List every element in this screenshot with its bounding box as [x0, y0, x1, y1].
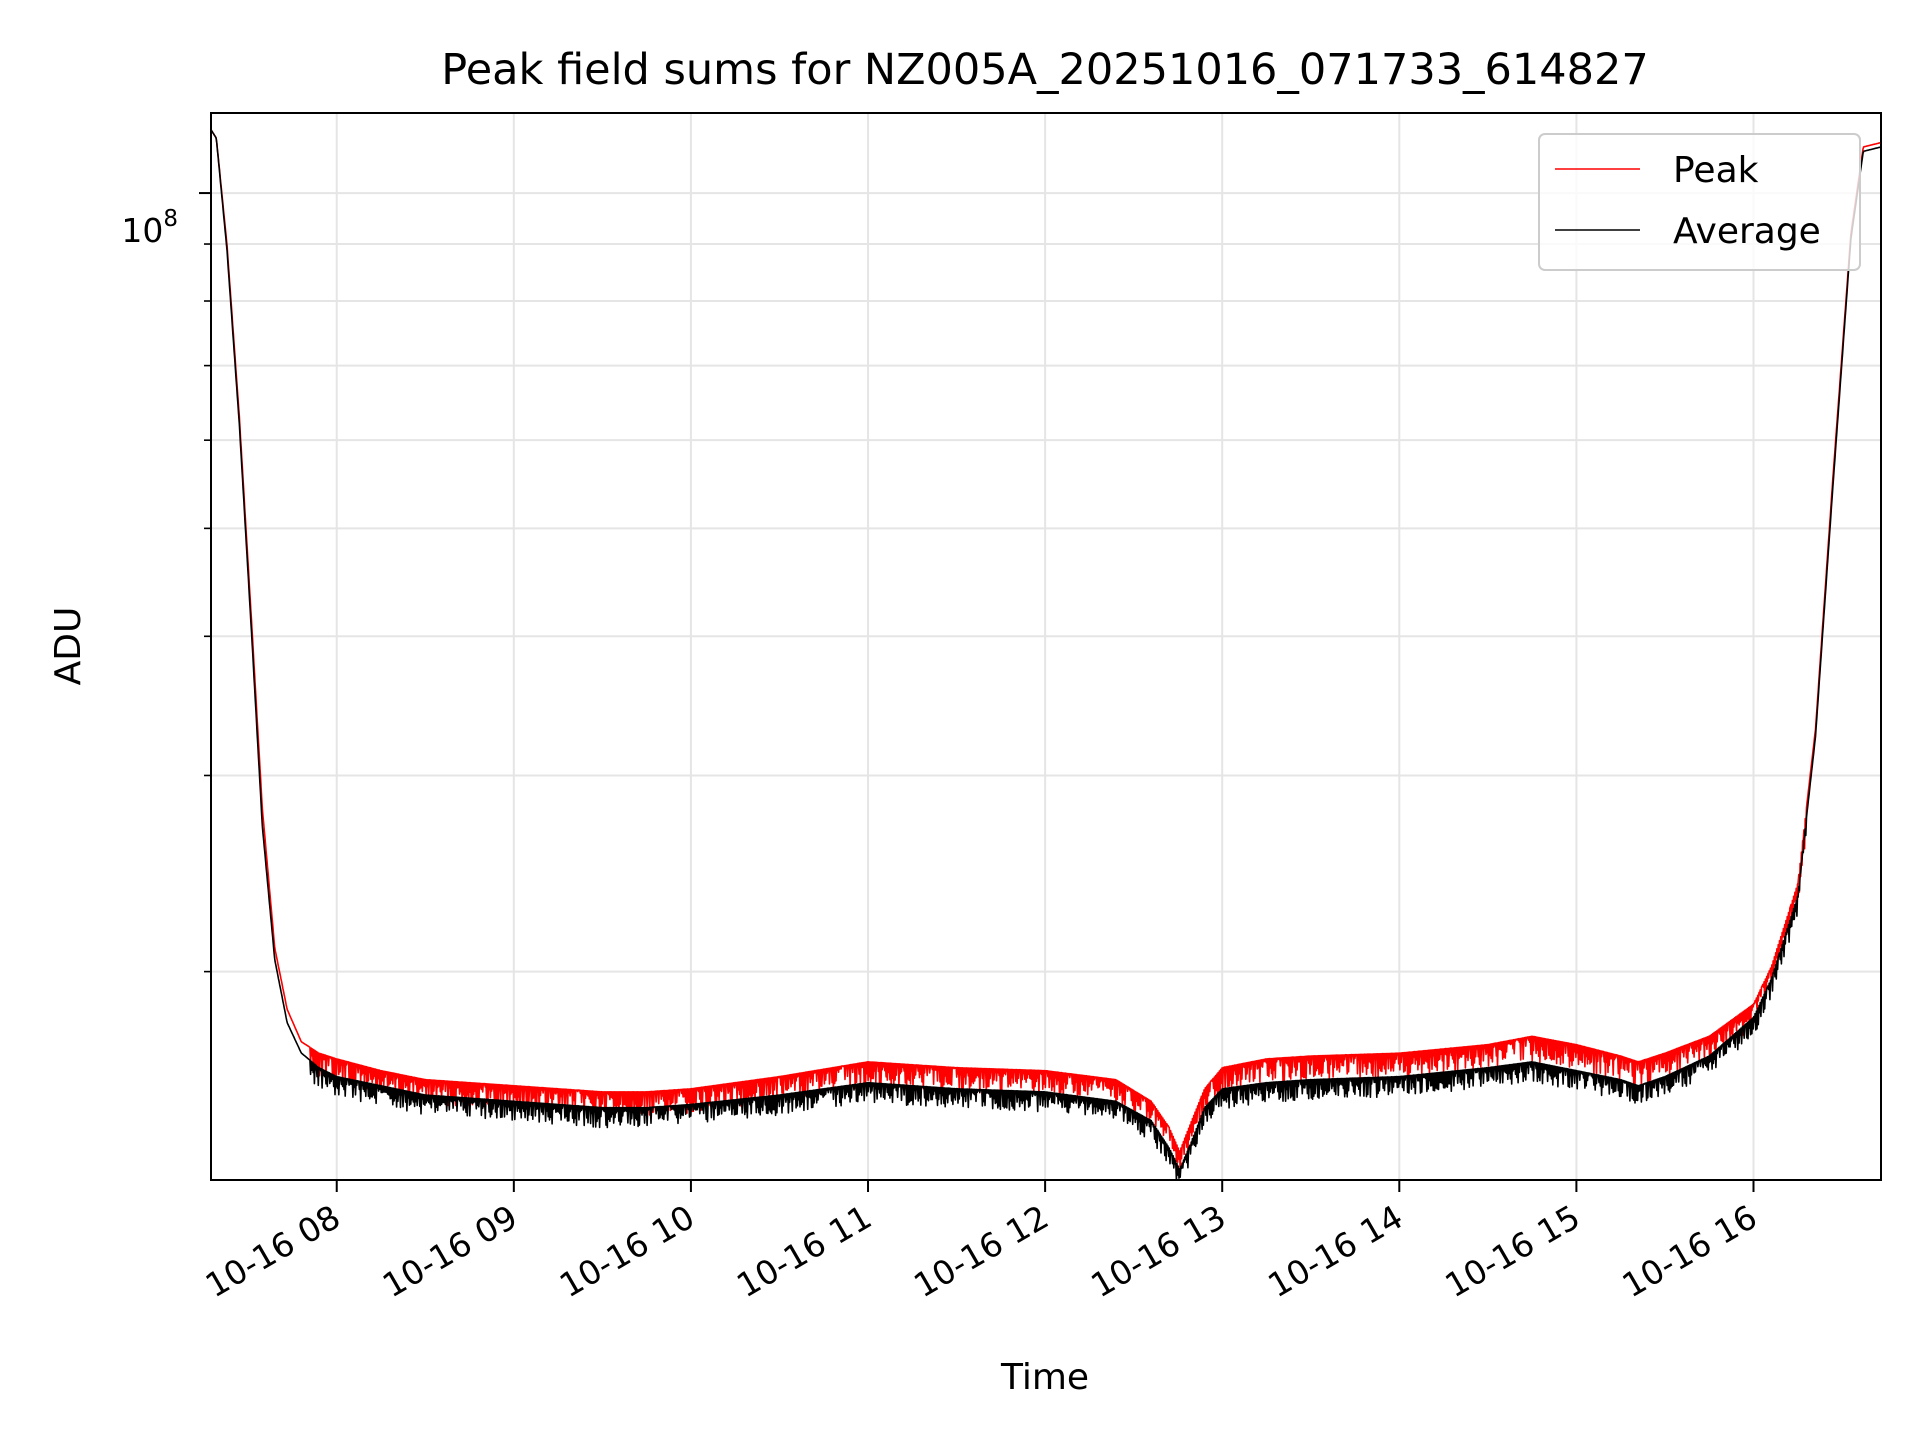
legend-label-average: Average [1673, 211, 1821, 252]
legend-box [1538, 133, 1861, 271]
y-axis: 108 [121, 192, 211, 973]
chart-title: Peak field sums for NZ005A_20251016_0717… [441, 45, 1648, 95]
y-tick-label-1e8: 108 [121, 206, 178, 250]
series-line-peak [211, 129, 1881, 1171]
y-axis-title: ADU [48, 607, 89, 686]
legend: Peak Average [1538, 133, 1861, 271]
legend-label-peak: Peak [1673, 150, 1759, 191]
x-axis-title: Time [1000, 1357, 1089, 1398]
plot-series-group [211, 129, 1881, 1180]
series-line-average [211, 129, 1881, 1180]
